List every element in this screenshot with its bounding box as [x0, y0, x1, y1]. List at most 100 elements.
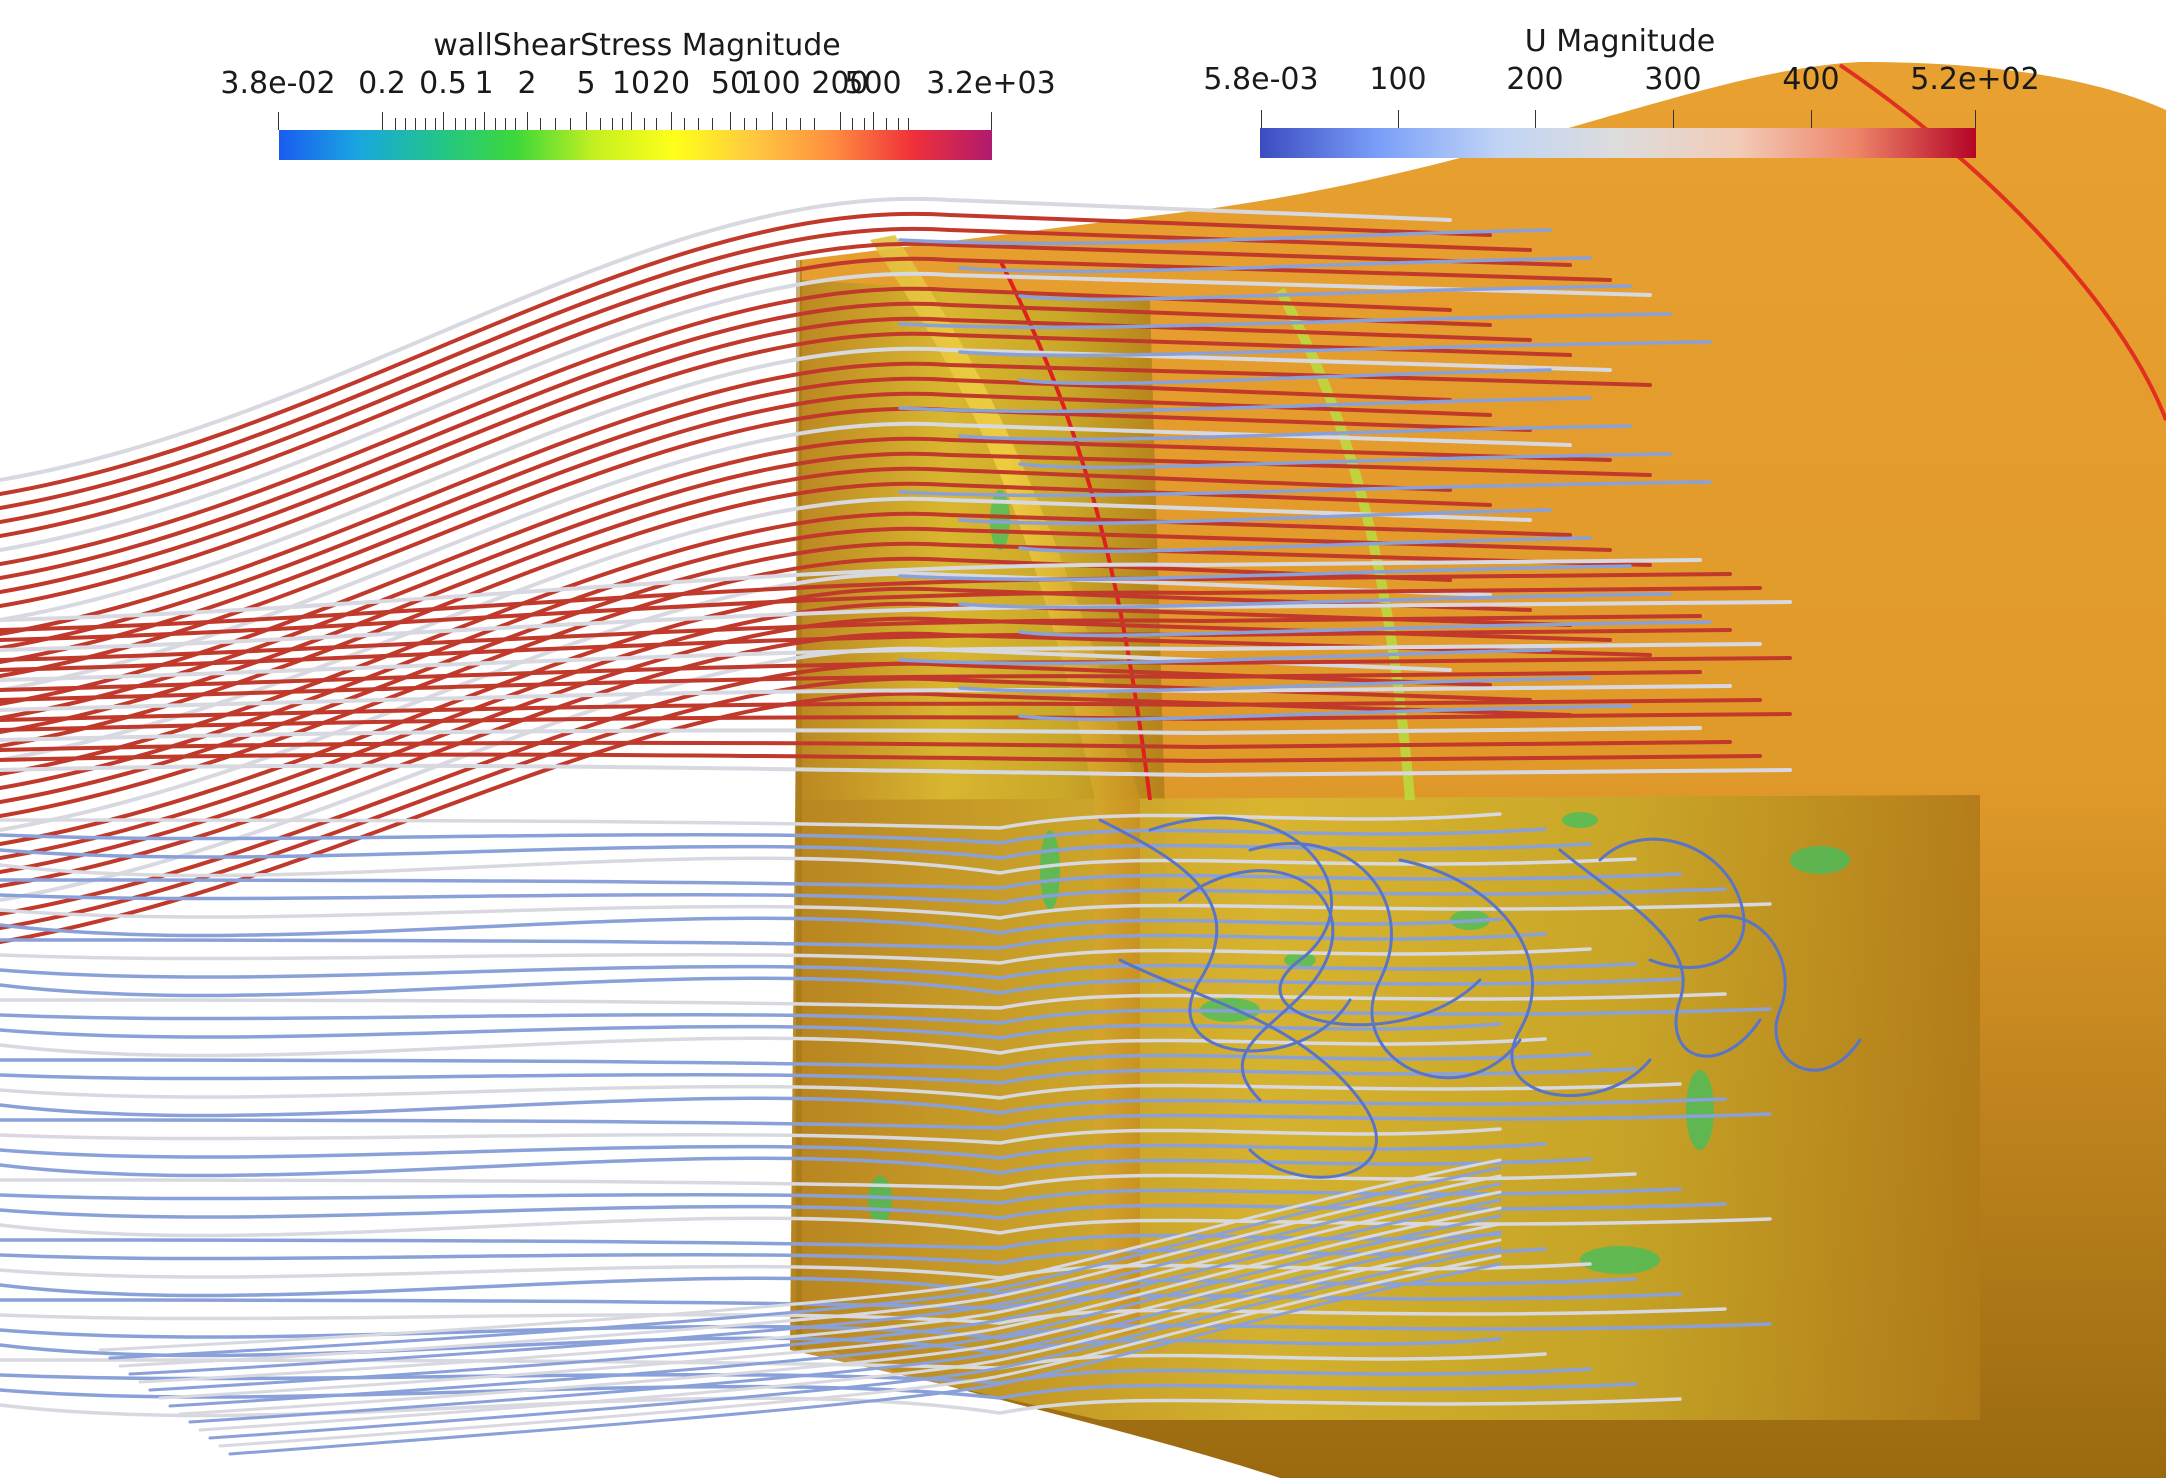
colorbar-tick-label: 3.8e-02	[220, 66, 336, 101]
streamline	[0, 241, 1572, 524]
streamline	[0, 752, 1762, 764]
streamline	[0, 1202, 1727, 1220]
streamline	[0, 872, 1682, 890]
streamline	[0, 1232, 1502, 1250]
colorbar-tick-label: 100	[743, 66, 801, 101]
streamline	[208, 1246, 1502, 1440]
streamline	[898, 396, 1592, 414]
streamline	[958, 340, 1712, 358]
streamline	[0, 226, 1532, 510]
colorbar-minor-tick	[622, 118, 623, 130]
streamline	[0, 932, 1547, 950]
colorbar-gradient	[279, 130, 992, 160]
colorbar-tick-mark	[730, 112, 731, 130]
low-shear-patches	[868, 490, 1850, 1274]
streamline	[0, 1156, 1592, 1178]
streamline	[0, 361, 1652, 636]
streamline	[0, 947, 1592, 965]
streamline	[958, 676, 1592, 694]
streamline	[898, 228, 1552, 246]
colorbar-tick-mark	[1811, 110, 1812, 128]
colorbar-minor-tick	[395, 118, 396, 130]
streamline	[0, 887, 1727, 905]
colorbar-tick-mark	[1261, 110, 1262, 128]
colorbar-minor-tick	[886, 118, 887, 130]
streamline	[0, 256, 1612, 538]
colorbar-tick-label: 5.2e+02	[1910, 62, 2040, 97]
streamline	[0, 614, 1702, 662]
colorbar-tick-label: 3.2e+03	[926, 66, 1056, 101]
streamline	[0, 1172, 1637, 1190]
colorbar-minor-tick	[465, 118, 466, 130]
streamline	[108, 1166, 1502, 1360]
streamline	[0, 691, 1572, 944]
streamline	[218, 1254, 1502, 1448]
cut-plane-edge	[796, 260, 802, 1350]
streamline	[0, 1292, 1682, 1310]
streamline	[118, 1174, 1502, 1368]
colorbar-tick-mark	[840, 112, 841, 130]
streamline	[0, 642, 1762, 682]
streamline	[188, 1230, 1502, 1424]
colorbar-minor-tick	[800, 118, 801, 130]
streamline	[898, 564, 1632, 582]
streamline	[898, 480, 1712, 498]
colorbar-minor-tick	[684, 118, 685, 130]
streamlines	[0, 196, 1862, 1456]
colorbar-minor-tick	[744, 118, 745, 130]
colorbar-minor-tick	[455, 118, 456, 130]
streamline	[0, 763, 1792, 778]
streamline	[958, 256, 1592, 274]
colorbar-minor-tick	[555, 118, 556, 130]
streamline	[0, 670, 1702, 702]
streamline	[0, 211, 1492, 496]
streamline	[1598, 837, 1746, 969]
streamline	[1698, 914, 1862, 1072]
colorbar-tick-label: 50	[710, 66, 750, 101]
streamline	[0, 698, 1762, 722]
colorbar-minor-tick	[415, 118, 416, 130]
colorbar-minor-tick	[786, 118, 787, 130]
streamline	[0, 586, 1532, 846]
streamline	[958, 592, 1672, 610]
colorbar-tick-label: 0.5	[419, 66, 467, 101]
streamline	[128, 1182, 1502, 1376]
colorbar-title: U Magnitude	[1524, 24, 1716, 59]
colorbar-minor-tick	[852, 118, 853, 130]
colorbar-tick-label: 10	[611, 66, 651, 101]
streamline	[0, 196, 1452, 482]
streamline	[898, 648, 1552, 666]
colorbar-minor-tick	[515, 118, 516, 130]
colorbar-minor-tick	[405, 118, 406, 130]
streamline	[1018, 452, 1672, 470]
streamline	[1248, 842, 1522, 1080]
streamline	[98, 1158, 1502, 1352]
streamline	[1018, 704, 1632, 722]
streamline	[0, 1262, 1592, 1280]
streamline	[148, 1198, 1502, 1392]
colorbar-tick-mark	[631, 112, 632, 130]
colorbar-minor-tick	[814, 118, 815, 130]
streamline	[0, 1307, 1727, 1325]
colorbar-minor-tick	[756, 118, 757, 130]
colorbar-minor-tick	[540, 118, 541, 130]
colorbar-tick-label: 100	[1369, 62, 1427, 97]
colorbar-tick-label: 5.8e-03	[1203, 62, 1319, 97]
streamline	[0, 331, 1572, 608]
streamline	[1098, 818, 1352, 1053]
colorbar-minor-tick	[712, 118, 713, 130]
colorbar-minor-tick	[600, 118, 601, 130]
streamline	[0, 1022, 1502, 1040]
streamline	[0, 916, 1502, 938]
streamline	[1018, 536, 1592, 554]
streamline	[1018, 368, 1552, 386]
streamline	[0, 1096, 1727, 1118]
colorbar-minor-tick	[612, 118, 613, 130]
colorbar-tick-label: 20	[651, 66, 691, 101]
streamline	[1558, 848, 1762, 1058]
colorbar-minor-tick	[495, 118, 496, 130]
colorbar-tick-mark	[1398, 110, 1399, 128]
colorbar-tick-mark	[443, 112, 444, 130]
colorbar-minor-tick	[505, 118, 506, 130]
